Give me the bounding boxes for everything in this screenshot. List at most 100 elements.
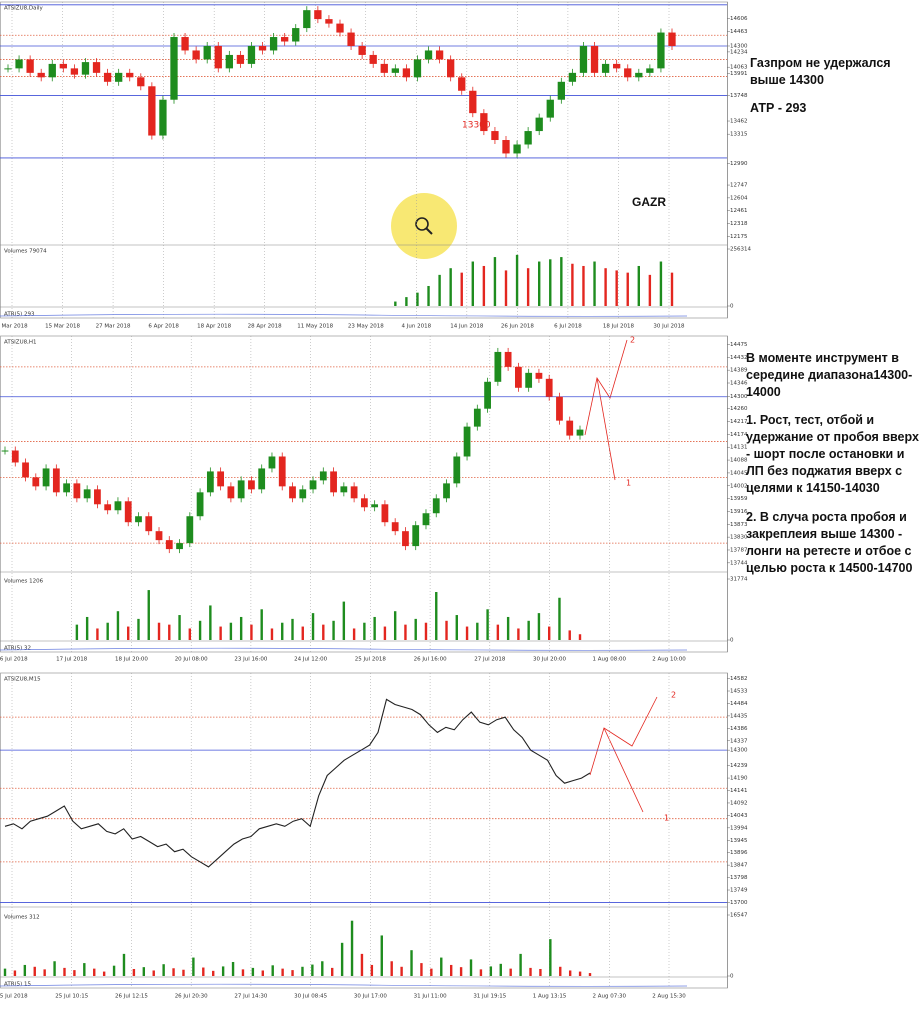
- y-tick-label: 12461: [730, 208, 748, 214]
- y-tick-label: 13847: [730, 863, 748, 869]
- volume-bar: [568, 630, 571, 640]
- candle-body: [402, 68, 411, 78]
- volume-bar: [53, 961, 56, 976]
- volume-bar: [157, 622, 161, 640]
- y-tick-label: 14337: [730, 738, 748, 744]
- candle-body: [535, 372, 543, 379]
- volume-bar: [137, 618, 140, 640]
- scenario-arrows: [584, 339, 658, 813]
- volume-bar: [147, 590, 150, 640]
- volume-bar: [116, 611, 120, 640]
- y-tick-label: 14386: [730, 726, 748, 732]
- y-tick-label: 13916: [730, 509, 748, 515]
- y-tick-label: 14463: [730, 29, 748, 35]
- y-tick-label: 13959: [730, 496, 748, 502]
- candle-body: [42, 468, 50, 487]
- candle-body: [70, 68, 79, 75]
- volume-bar: [394, 301, 397, 306]
- candle-body: [48, 63, 56, 78]
- x-tick-label: 2 Mar 2018: [0, 324, 28, 330]
- volume-bar: [509, 968, 512, 976]
- y-tick-label: 14045: [730, 470, 748, 476]
- volume-tick-label: 0: [730, 638, 734, 644]
- volume-bar: [331, 967, 334, 976]
- x-tick-label: 30 Jul 08:45: [294, 994, 327, 1000]
- volume-bar: [342, 601, 346, 640]
- candle-body: [568, 72, 577, 82]
- candle-body: [413, 59, 422, 78]
- candle-body: [545, 378, 553, 397]
- candle-body: [206, 471, 214, 493]
- x-tick-label: 1 Aug 13:15: [533, 994, 567, 1000]
- volume-bar: [13, 970, 17, 976]
- candle-body: [579, 45, 588, 73]
- candle-body: [236, 54, 245, 64]
- volume-bar: [604, 268, 607, 306]
- volume-bar: [261, 970, 264, 976]
- y-tick-label: 13787: [730, 547, 748, 553]
- note: АТР - 293: [750, 101, 807, 115]
- volume-bar: [455, 615, 458, 640]
- candle-body: [170, 37, 178, 100]
- volume-bar: [493, 257, 497, 306]
- volume-bar: [322, 624, 325, 640]
- candle-body: [590, 45, 599, 73]
- volume-bar: [321, 961, 324, 976]
- volume-bar: [476, 622, 479, 640]
- volume-bar: [659, 261, 663, 306]
- volume-bar: [582, 265, 585, 306]
- y-tick-label: 14239: [730, 763, 748, 769]
- volume-bar: [435, 592, 438, 640]
- volume-bar: [571, 263, 574, 306]
- volume-bar: [96, 628, 99, 640]
- volume-bar: [311, 613, 315, 640]
- candle-body: [601, 63, 610, 73]
- y-tick-label: 14475: [730, 342, 748, 348]
- y-tick-label: 14063: [730, 65, 748, 71]
- volume-bar: [549, 259, 552, 306]
- candle-body: [340, 486, 348, 493]
- price-line: [4, 698, 591, 868]
- candle-body: [576, 429, 584, 436]
- volume-bar: [231, 961, 235, 976]
- y-tick-label: 13744: [730, 560, 748, 566]
- volume-bar: [549, 939, 552, 976]
- volume-bar: [250, 624, 253, 640]
- panel-title: ATSIZU8,M15: [4, 677, 41, 683]
- volume-tick-label: 16547: [730, 913, 748, 919]
- volume-bar: [506, 616, 510, 640]
- volume-bar: [529, 967, 532, 976]
- candle-body: [535, 117, 543, 132]
- volume-bar: [588, 973, 592, 976]
- cursor-highlight: [391, 193, 457, 259]
- candle-body: [114, 501, 122, 511]
- candle-body: [613, 63, 621, 69]
- candle-body: [203, 45, 211, 60]
- volume-bar: [449, 964, 453, 976]
- candle-body: [59, 63, 67, 69]
- candle-body: [186, 516, 194, 544]
- volume-bar: [301, 966, 304, 976]
- candle-body: [358, 45, 366, 55]
- x-tick-label: 18 Jul 20:00: [115, 657, 148, 663]
- volume-bar: [489, 966, 493, 976]
- candle-body: [289, 486, 296, 499]
- candle-body: [258, 45, 267, 51]
- note: Газпром не удержался выше 14300: [750, 56, 891, 87]
- candle-body: [469, 90, 477, 114]
- candle-body: [227, 486, 235, 499]
- volume-bar: [547, 626, 551, 640]
- volume-bar: [168, 624, 171, 640]
- candle-body: [432, 498, 440, 514]
- volume-bar: [270, 628, 274, 640]
- candle-body: [319, 471, 327, 481]
- volume-bar: [648, 274, 652, 306]
- candle-body: [4, 68, 12, 70]
- candle-body: [165, 540, 173, 550]
- candle-body: [330, 471, 337, 493]
- volume-bar: [370, 964, 374, 976]
- candle-body: [26, 59, 34, 73]
- y-tick-label: 12604: [730, 195, 748, 201]
- volume-bar: [459, 967, 463, 976]
- volume-bar: [85, 616, 89, 640]
